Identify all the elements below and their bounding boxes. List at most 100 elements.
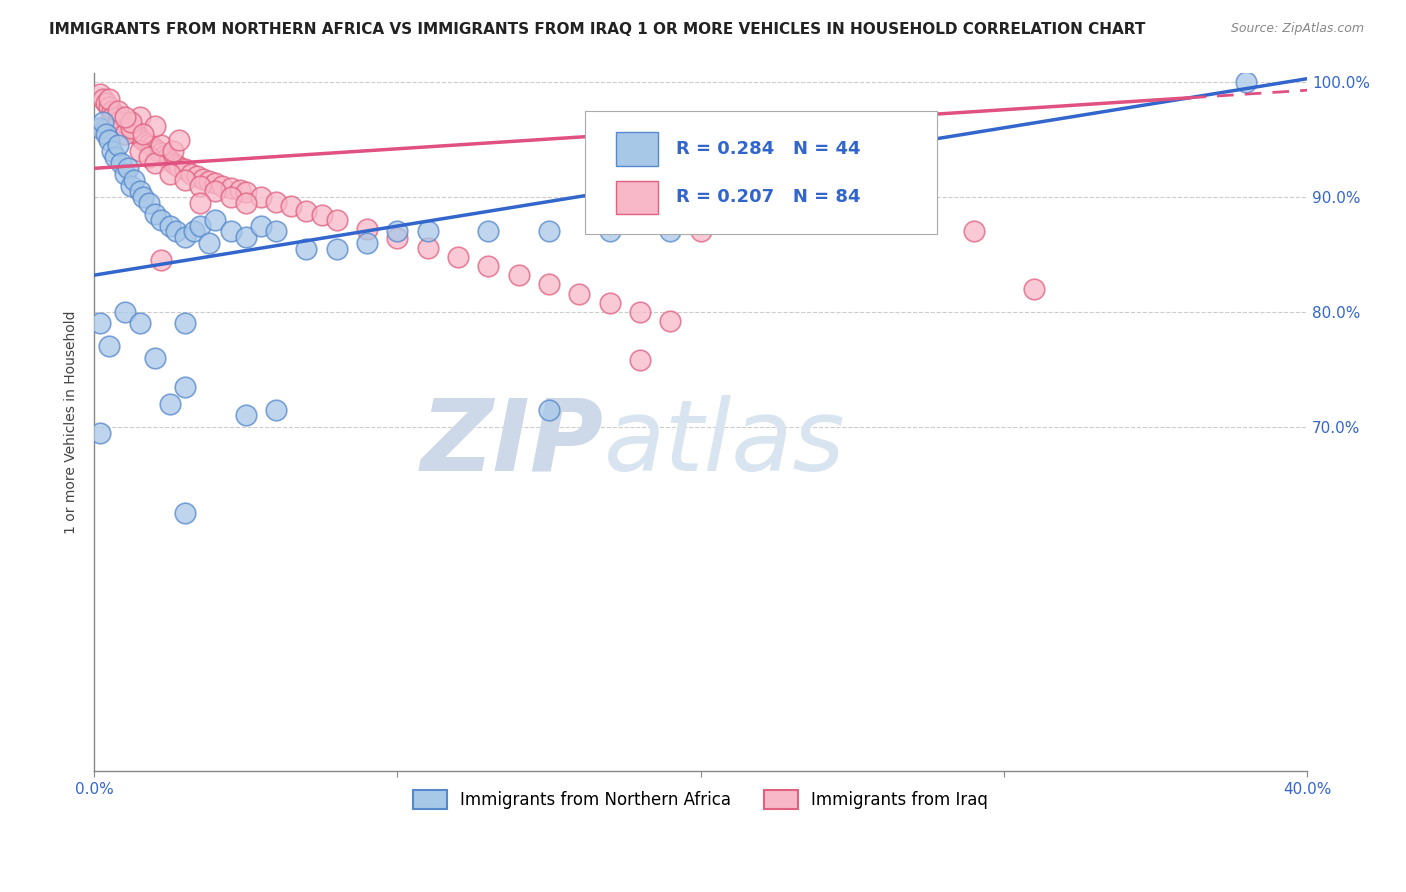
Point bbox=[122, 123, 145, 137]
Point bbox=[1024, 282, 1046, 296]
Text: Source: ZipAtlas.com: Source: ZipAtlas.com bbox=[1230, 22, 1364, 36]
Point bbox=[120, 115, 142, 129]
Point bbox=[101, 144, 124, 158]
Point bbox=[143, 351, 166, 365]
Legend: Immigrants from Northern Africa, Immigrants from Iraq: Immigrants from Northern Africa, Immigra… bbox=[406, 783, 994, 815]
Point bbox=[89, 87, 111, 101]
Point bbox=[167, 160, 190, 174]
Point bbox=[174, 317, 197, 331]
Point bbox=[128, 110, 150, 124]
Point bbox=[107, 115, 129, 129]
Text: IMMIGRANTS FROM NORTHERN AFRICA VS IMMIGRANTS FROM IRAQ 1 OR MORE VEHICLES IN HO: IMMIGRANTS FROM NORTHERN AFRICA VS IMMIG… bbox=[49, 22, 1146, 37]
Point bbox=[162, 144, 184, 158]
Point bbox=[110, 112, 132, 126]
Point bbox=[159, 397, 181, 411]
Point bbox=[141, 139, 163, 153]
Point bbox=[149, 213, 172, 227]
Point bbox=[104, 107, 127, 121]
Point bbox=[128, 144, 150, 158]
Point bbox=[128, 130, 150, 145]
Point bbox=[477, 259, 499, 273]
FancyBboxPatch shape bbox=[616, 132, 658, 166]
Point bbox=[98, 100, 121, 114]
Point bbox=[1234, 75, 1257, 89]
Point bbox=[211, 178, 233, 193]
Point bbox=[159, 167, 181, 181]
Point bbox=[188, 219, 211, 233]
Point bbox=[174, 162, 197, 177]
Point bbox=[198, 174, 221, 188]
Point bbox=[628, 353, 651, 368]
Text: atlas: atlas bbox=[603, 394, 845, 491]
Point bbox=[114, 127, 136, 141]
Point bbox=[107, 110, 129, 124]
Point bbox=[149, 253, 172, 268]
Point bbox=[447, 250, 470, 264]
Point bbox=[128, 184, 150, 198]
Point bbox=[117, 161, 139, 176]
Point bbox=[143, 155, 166, 169]
Point bbox=[114, 110, 136, 124]
Point bbox=[146, 144, 169, 158]
Point bbox=[188, 178, 211, 193]
Point bbox=[250, 190, 273, 204]
Point bbox=[96, 95, 118, 110]
Point bbox=[326, 242, 349, 256]
Point bbox=[689, 225, 711, 239]
Point bbox=[101, 103, 124, 118]
Point bbox=[174, 230, 197, 244]
Point bbox=[114, 305, 136, 319]
FancyBboxPatch shape bbox=[616, 180, 658, 214]
Point bbox=[117, 119, 139, 133]
Point bbox=[204, 176, 226, 190]
Point bbox=[122, 173, 145, 187]
Point bbox=[250, 219, 273, 233]
Point bbox=[89, 121, 111, 136]
Point bbox=[186, 169, 208, 184]
Point bbox=[659, 314, 682, 328]
Point bbox=[204, 184, 226, 198]
Point bbox=[174, 173, 197, 187]
Point bbox=[89, 317, 111, 331]
Point bbox=[416, 241, 439, 255]
Point bbox=[193, 171, 215, 186]
Point bbox=[311, 208, 333, 222]
Point bbox=[537, 225, 560, 239]
Point bbox=[219, 181, 242, 195]
Text: R = 0.207   N = 84: R = 0.207 N = 84 bbox=[676, 188, 860, 206]
Point bbox=[149, 146, 172, 161]
Point bbox=[477, 225, 499, 239]
Y-axis label: 1 or more Vehicles in Household: 1 or more Vehicles in Household bbox=[65, 310, 79, 534]
Point bbox=[326, 213, 349, 227]
Point bbox=[165, 158, 187, 172]
Point bbox=[174, 506, 197, 520]
Point bbox=[356, 235, 378, 250]
Point bbox=[96, 121, 118, 136]
Point bbox=[138, 137, 160, 152]
Point bbox=[149, 138, 172, 153]
Point bbox=[235, 186, 257, 200]
Point bbox=[568, 286, 591, 301]
Point bbox=[98, 133, 121, 147]
Point bbox=[128, 317, 150, 331]
Point bbox=[628, 305, 651, 319]
Point bbox=[156, 151, 179, 165]
Point bbox=[131, 133, 153, 147]
Point bbox=[387, 231, 409, 245]
Point bbox=[280, 199, 302, 213]
Point bbox=[188, 195, 211, 210]
Point bbox=[180, 167, 202, 181]
Point bbox=[135, 135, 157, 149]
Point bbox=[143, 207, 166, 221]
Point bbox=[235, 195, 257, 210]
Point bbox=[165, 225, 187, 239]
Point bbox=[110, 155, 132, 169]
Point bbox=[107, 103, 129, 118]
Point bbox=[114, 115, 136, 129]
Point bbox=[167, 133, 190, 147]
Point bbox=[143, 142, 166, 156]
Point bbox=[101, 110, 124, 124]
Point bbox=[104, 150, 127, 164]
Point bbox=[599, 225, 621, 239]
Point bbox=[143, 119, 166, 133]
